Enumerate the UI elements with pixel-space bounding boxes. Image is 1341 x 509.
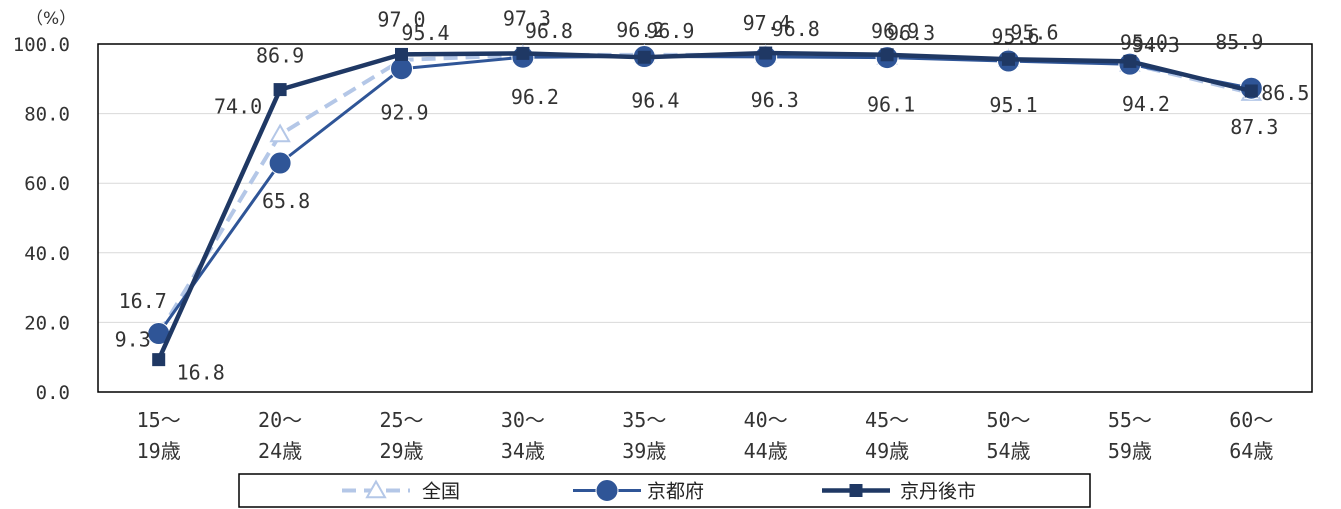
y-tick-label: 40.0	[24, 243, 70, 265]
unit-label: （%）	[26, 9, 76, 29]
data-label: 95.6	[1010, 20, 1058, 44]
y-tick-label: 100.0	[13, 34, 70, 56]
data-point-marker	[395, 47, 408, 61]
data-label: 96.3	[887, 21, 935, 45]
x-tick-label-lower: 39歳	[622, 439, 666, 463]
data-point-marker	[1244, 84, 1258, 98]
data-point-marker	[880, 48, 894, 62]
data-label: 16.7	[119, 289, 167, 313]
data-label: 96.3	[751, 88, 799, 112]
data-point-marker	[637, 50, 651, 64]
x-tick-label-upper: 25～	[379, 408, 423, 432]
x-tick-label-lower: 44歳	[744, 439, 788, 463]
legend-label: 京丹後市	[900, 481, 976, 503]
y-tick-label: 60.0	[24, 173, 70, 195]
x-tick-label-upper: 35～	[622, 408, 666, 432]
data-label: 86.5	[1261, 81, 1309, 105]
x-tick-label-lower: 49歳	[865, 439, 909, 463]
data-label: 95.0	[1120, 30, 1168, 54]
data-label: 87.3	[1230, 115, 1278, 139]
x-tick-label-lower: 29歳	[379, 439, 423, 463]
data-label: 95.1	[989, 93, 1037, 117]
data-label: 96.8	[525, 19, 573, 43]
data-label: 97.4	[743, 11, 791, 35]
series-line-0	[156, 52, 1252, 335]
data-point-marker	[390, 57, 413, 81]
x-tick-label-lower: 64歳	[1229, 439, 1273, 463]
data-point-marker	[759, 46, 773, 60]
x-tick-label-upper: 45～	[865, 408, 909, 432]
data-label: 96.9	[646, 19, 694, 43]
data-label: 96.8	[772, 17, 820, 41]
data-label: 74.0	[214, 94, 262, 118]
x-tick-label-lower: 24歳	[258, 439, 302, 463]
x-tick-label-lower: 34歳	[501, 439, 545, 463]
data-label: 96.4	[631, 89, 679, 113]
data-label: 92.9	[380, 101, 428, 125]
data-label: 97.0	[377, 7, 425, 31]
data-label: 95.4	[401, 21, 449, 45]
x-tick-label-upper: 50～	[986, 408, 1030, 432]
data-label: 85.9	[1215, 30, 1263, 54]
data-label: 96.9	[871, 19, 919, 43]
data-label: 65.8	[262, 189, 310, 213]
data-point-marker	[152, 353, 166, 367]
x-tick-label-upper: 60～	[1229, 408, 1273, 432]
x-tick-label-upper: 40～	[744, 408, 788, 432]
data-point-marker	[595, 479, 619, 502]
data-point-marker	[1002, 52, 1015, 66]
x-tick-label-lower: 54歳	[986, 439, 1030, 463]
data-point-marker	[365, 479, 387, 499]
data-label: 96.2	[616, 18, 664, 42]
y-tick-label: 20.0	[24, 312, 70, 334]
series-line-1	[157, 55, 1252, 335]
x-tick-label-lower: 59歳	[1108, 439, 1152, 463]
data-point-marker	[1123, 54, 1137, 68]
data-label: 95.6	[991, 24, 1039, 48]
plot-area	[97, 43, 1313, 393]
data-point-marker	[269, 123, 291, 143]
data-label: 96.1	[867, 93, 915, 117]
y-tick-label: 80.0	[24, 104, 70, 126]
data-label: 94.2	[1122, 92, 1170, 116]
x-tick-label-upper: 30～	[501, 408, 545, 432]
data-label: 96.2	[511, 85, 559, 109]
x-tick-label-upper: 15～	[137, 408, 181, 432]
data-point-marker	[849, 484, 863, 497]
legend-label: 京都府	[647, 481, 704, 503]
data-label: 97.3	[503, 6, 551, 30]
y-tick-label: 0.0	[36, 382, 70, 404]
series-line-2	[156, 50, 1252, 361]
data-point-marker	[273, 83, 287, 97]
data-label: 94.3	[1132, 33, 1180, 57]
data-point-marker	[268, 151, 292, 175]
legend-label: 全国	[422, 481, 460, 503]
x-tick-label-upper: 20～	[258, 408, 302, 432]
data-label: 9.3	[115, 328, 151, 352]
x-tick-label-lower: 19歳	[137, 439, 181, 463]
data-label: 16.8	[177, 361, 225, 385]
x-tick-label-upper: 55～	[1108, 408, 1152, 432]
data-point-marker	[516, 46, 530, 60]
data-label: 86.9	[256, 44, 304, 68]
